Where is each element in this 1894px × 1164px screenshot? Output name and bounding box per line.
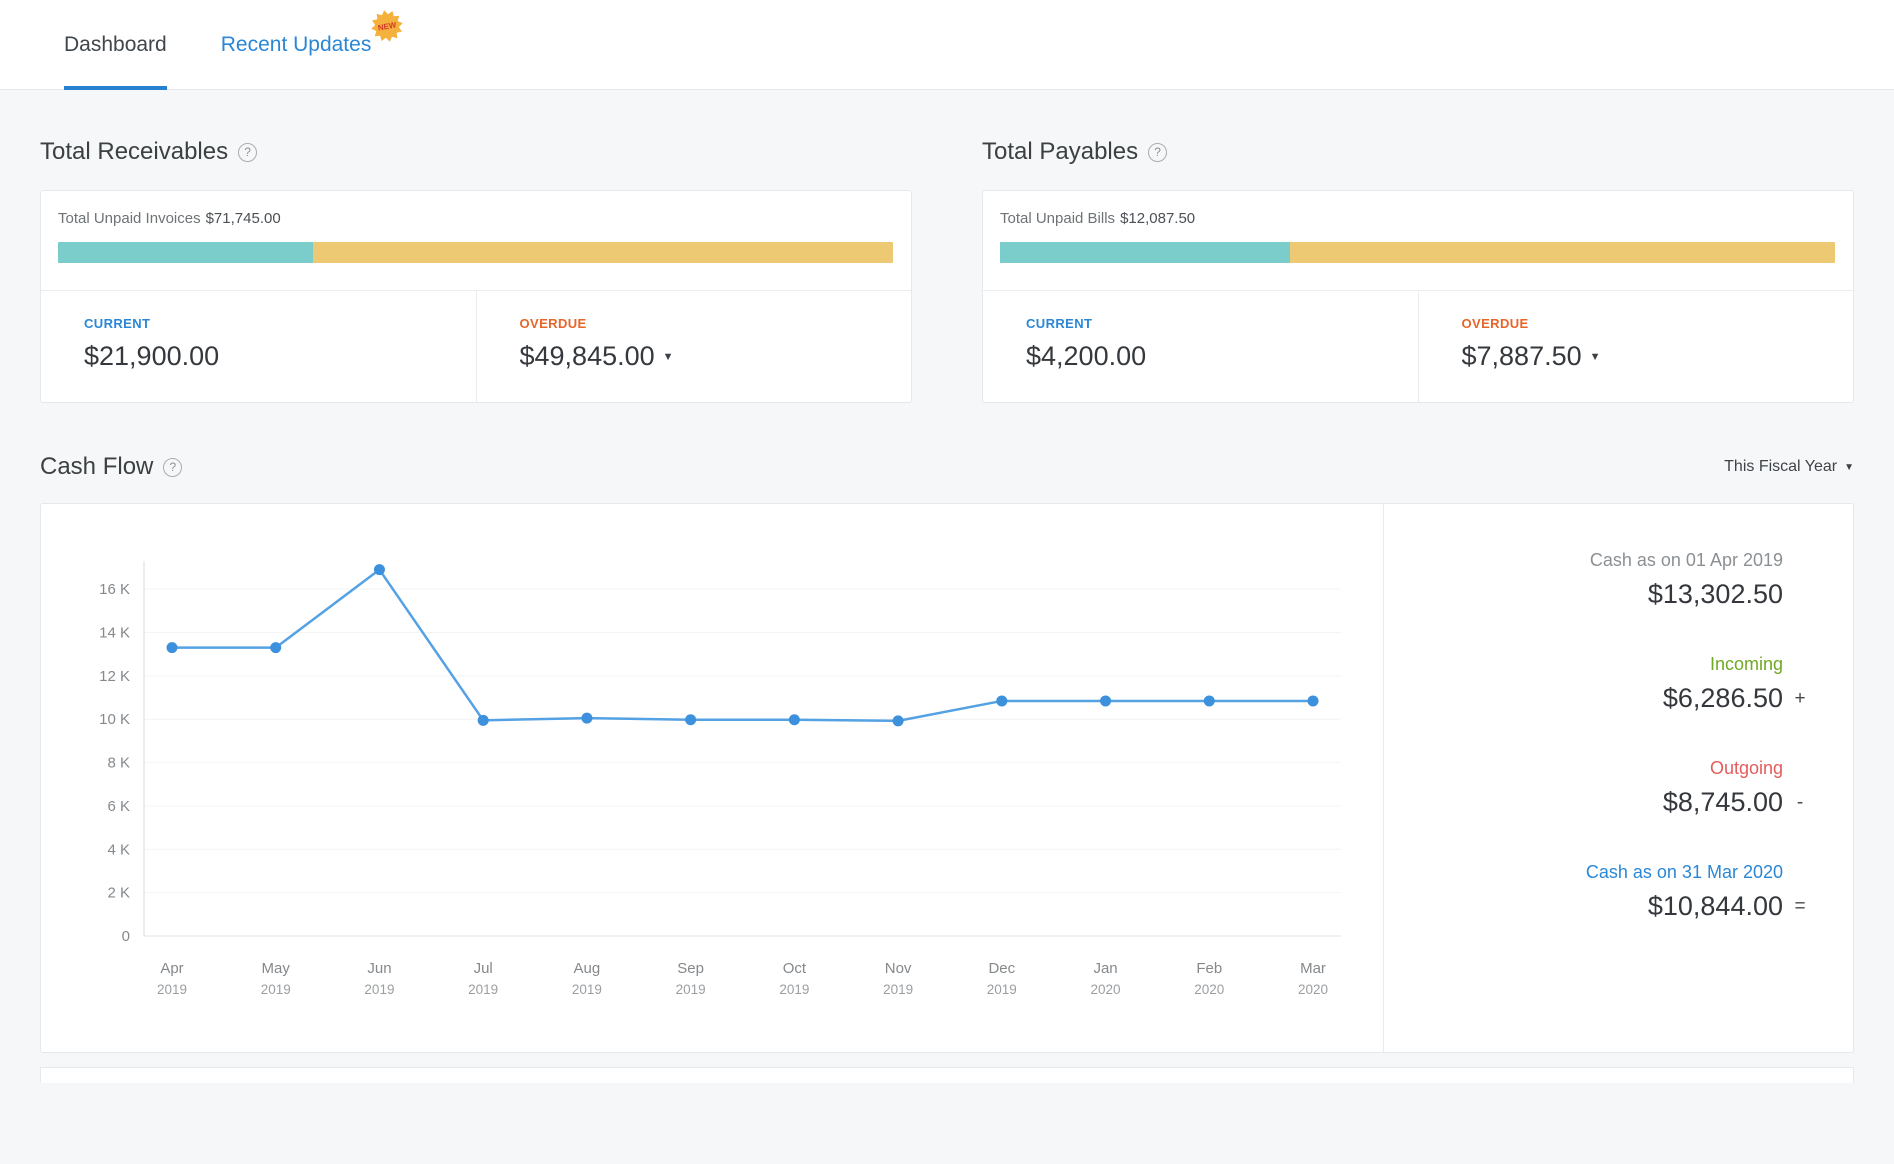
cashflow-help-icon[interactable]: ? [163, 457, 183, 477]
svg-text:Nov: Nov [885, 960, 912, 977]
closing-balance-group: Cash as on 31 Mar 2020 $10,844.00 = [1404, 862, 1817, 922]
svg-text:2019: 2019 [987, 982, 1017, 997]
svg-text:4 K: 4 K [107, 841, 130, 858]
svg-text:Mar: Mar [1300, 960, 1326, 977]
svg-text:14 K: 14 K [99, 625, 130, 642]
top-tab-bar: Dashboard Recent Updates NEW [0, 0, 1894, 90]
svg-text:Feb: Feb [1196, 960, 1222, 977]
svg-text:2019: 2019 [883, 982, 913, 997]
svg-text:2019: 2019 [779, 982, 809, 997]
outgoing-amount: $8,745.00 [1662, 787, 1783, 817]
payables-overdue-label: OVERDUE [1461, 316, 1529, 331]
incoming-operator: + [1794, 687, 1806, 709]
receivables-current-label: CURRENT [84, 316, 151, 331]
svg-text:2 K: 2 K [107, 885, 130, 902]
receivables-current-amount: $21,900.00 [84, 341, 220, 371]
receivables-title-text: Total Receivables [40, 138, 229, 165]
svg-text:Apr: Apr [160, 960, 183, 977]
receivables-summary-label: Total Unpaid Invoices [58, 210, 201, 227]
svg-text:2020: 2020 [1091, 982, 1121, 997]
outgoing-group: Outgoing $8,745.00 - [1404, 758, 1817, 818]
payables-overdue-amount: $7,887.50 [1461, 341, 1582, 371]
svg-text:0: 0 [122, 928, 130, 945]
receivables-summary-amount: $71,745.00 [205, 210, 281, 227]
opening-balance-label: Cash as on 01 Apr 2019 [1589, 550, 1783, 570]
svg-text:2020: 2020 [1298, 982, 1328, 997]
receivables-progress-current-segment [58, 242, 313, 263]
active-tab-underline [64, 86, 167, 90]
opening-balance-amount: $13,302.50 [1647, 579, 1783, 609]
svg-text:6 K: 6 K [107, 798, 130, 815]
receivables-overdue-amount: $49,845.00 [519, 341, 655, 371]
payables-title-text: Total Payables [982, 138, 1139, 165]
payables-current-cell: CURRENT $4,200.00 [983, 291, 1418, 402]
cashflow-section-title: Cash Flow ? [40, 453, 183, 481]
receivables-overdue-cell: OVERDUE $49,845.00 ▼ [475, 291, 912, 402]
svg-text:10 K: 10 K [99, 711, 130, 728]
cashflow-chart[interactable]: 0 2 K 4 K 6 K 8 K 10 K 12 K 14 K 16 K Apr 2019 May 2… [41, 504, 1383, 1052]
receivables-summary: Total Unpaid Invoices $71,745.00 [58, 210, 893, 227]
svg-text:2019: 2019 [676, 982, 706, 997]
svg-text:Sep: Sep [677, 960, 704, 977]
svg-text:2019: 2019 [364, 982, 394, 997]
svg-text:Dec: Dec [988, 960, 1015, 977]
svg-text:16 K: 16 K [99, 581, 130, 598]
receivables-section-title: Total Receivables ? [40, 138, 912, 166]
payables-overdue-caret-icon: ▼ [1589, 350, 1601, 363]
cashflow-card: 0 2 K 4 K 6 K 8 K 10 K 12 K 14 K 16 K Apr 2019 May 2… [40, 503, 1854, 1053]
cashflow-title-text: Cash Flow [40, 453, 154, 480]
outgoing-operator: - [1796, 791, 1804, 813]
receivables-card: Total Unpaid Invoices $71,745.00 CURRENT … [40, 190, 912, 403]
payables-progress-current-segment [1000, 242, 1290, 263]
svg-text:2020: 2020 [1194, 982, 1224, 997]
svg-text:2019: 2019 [572, 982, 602, 997]
closing-balance-amount: $10,844.00 [1647, 891, 1783, 921]
tab-dashboard-label: Dashboard [64, 32, 167, 56]
payables-summary-amount: $12,087.50 [1120, 210, 1196, 227]
receivables-overdue-label: OVERDUE [519, 316, 587, 331]
svg-text:Jul: Jul [474, 960, 493, 977]
svg-text:May: May [262, 960, 291, 977]
receivables-current-cell: CURRENT $21,900.00 [41, 291, 476, 402]
payables-card: Total Unpaid Bills $12,087.50 CURRENT $4,… [982, 190, 1854, 403]
payables-section-title: Total Payables ? [982, 138, 1854, 166]
payables-summary-label: Total Unpaid Bills [1000, 210, 1116, 227]
closing-balance-operator: = [1794, 895, 1806, 917]
tab-recent-updates[interactable]: Recent Updates NEW [221, 0, 372, 89]
incoming-group: Incoming $6,286.50 + [1404, 654, 1817, 714]
opening-balance-group: Cash as on 01 Apr 2019 $13,302.50 [1404, 550, 1817, 610]
svg-text:2019: 2019 [261, 982, 291, 997]
svg-text:Jan: Jan [1093, 960, 1117, 977]
incoming-amount: $6,286.50 [1662, 683, 1783, 713]
svg-text:2019: 2019 [157, 982, 187, 997]
closing-balance-label: Cash as on 31 Mar 2020 [1585, 862, 1783, 882]
outgoing-label: Outgoing [1709, 758, 1783, 778]
payables-progress-bar [1000, 242, 1835, 263]
next-card-partial [40, 1067, 1854, 1083]
svg-text:2019: 2019 [468, 982, 498, 997]
payables-help-icon[interactable]: ? [1148, 142, 1168, 162]
svg-text:12 K: 12 K [99, 668, 130, 685]
payables-overdue-cell: OVERDUE $7,887.50 ▼ [1417, 291, 1854, 402]
new-badge-icon: NEW [369, 7, 406, 44]
fiscal-year-selector-label: This Fiscal Year [1724, 458, 1838, 475]
cashflow-summary-panel: Cash as on 01 Apr 2019 $13,302.50 Incomi… [1383, 504, 1853, 1052]
svg-text:Jun: Jun [367, 960, 391, 977]
payables-current-amount: $4,200.00 [1026, 341, 1147, 371]
svg-text:8 K: 8 K [107, 755, 130, 772]
payables-summary: Total Unpaid Bills $12,087.50 [1000, 210, 1835, 227]
receivables-overdue-caret-icon: ▼ [662, 350, 674, 363]
payables-overdue-dropdown[interactable]: $7,887.50 ▼ [1462, 341, 1601, 372]
incoming-label: Incoming [1709, 654, 1783, 674]
receivables-overdue-dropdown[interactable]: $49,845.00 ▼ [520, 341, 674, 372]
fiscal-year-selector[interactable]: This Fiscal Year ▼ [1724, 458, 1854, 476]
svg-text:Aug: Aug [574, 960, 601, 977]
fiscal-year-caret-icon: ▼ [1844, 461, 1854, 473]
svg-text:Oct: Oct [783, 960, 807, 977]
tab-recent-updates-label: Recent Updates [220, 32, 372, 56]
payables-current-label: CURRENT [1026, 316, 1093, 331]
tab-dashboard[interactable]: Dashboard [64, 0, 167, 90]
receivables-progress-bar [58, 242, 893, 263]
receivables-help-icon[interactable]: ? [238, 142, 258, 162]
